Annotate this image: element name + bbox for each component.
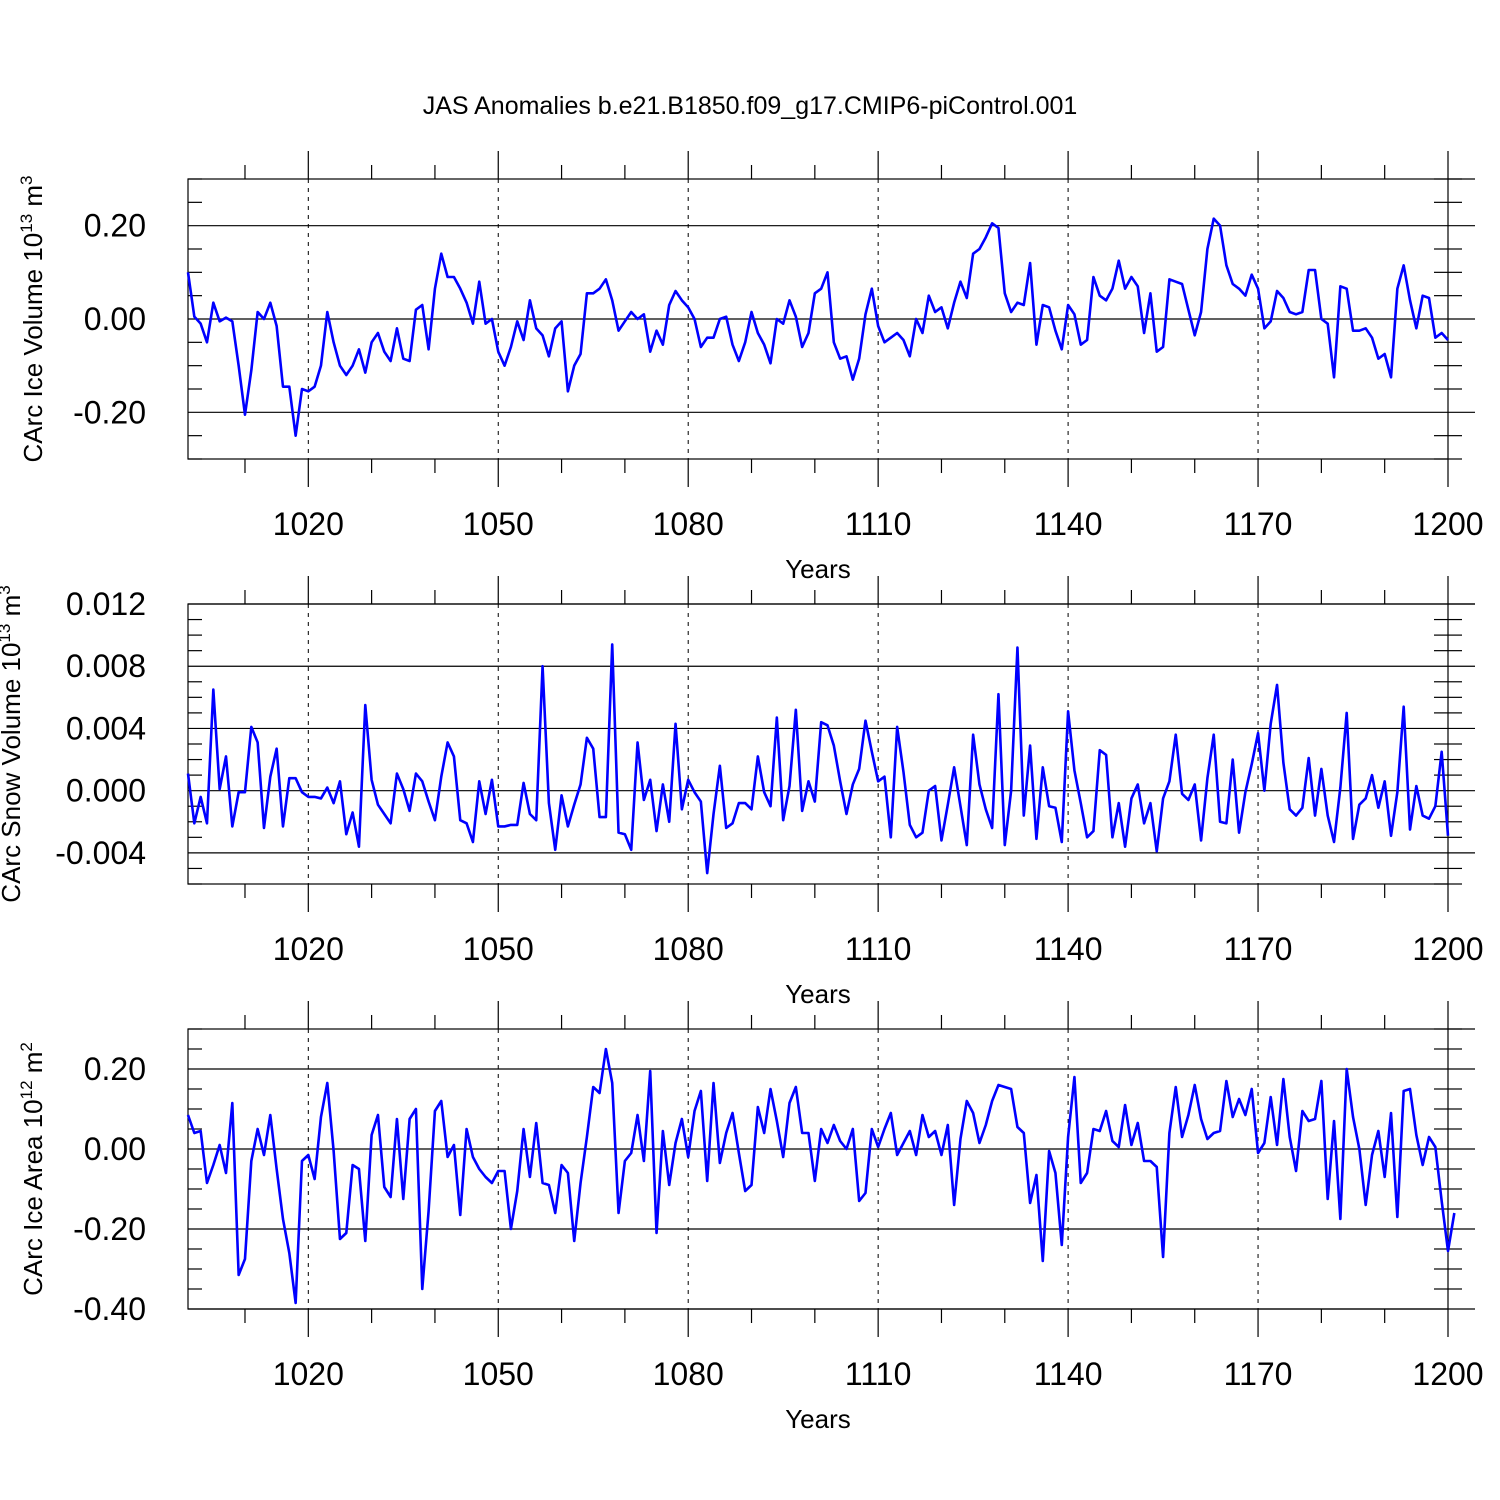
y-axis-label: CArc Snow Volume 1013 m3 bbox=[0, 585, 26, 902]
y-tick-label: 0.20 bbox=[84, 1051, 146, 1087]
y-tick-label: 0.012 bbox=[66, 586, 146, 622]
x-tick-label: 1200 bbox=[1412, 931, 1483, 967]
x-tick-label: 1170 bbox=[1224, 1356, 1293, 1392]
panel-ice-area: -0.40 -0.20 0.00 0.20 1020 1050 1080 1110 1140 11… bbox=[17, 1001, 1484, 1434]
x-tick-label: 1080 bbox=[653, 1356, 724, 1392]
plot-frame bbox=[187, 1028, 1449, 1310]
x-tick-label: 1200 bbox=[1412, 506, 1483, 542]
x-tick-label: 1170 bbox=[1224, 506, 1293, 542]
series-line-ice-area bbox=[186, 1047, 1456, 1305]
y-axis-label: CArc Ice Area 1012 m2 bbox=[17, 1042, 48, 1296]
x-axis-label: Years bbox=[785, 1404, 851, 1434]
x-tick-label: 1140 bbox=[1034, 931, 1103, 967]
x-tick-label: 1050 bbox=[463, 506, 534, 542]
chart-title: JAS Anomalies b.e21.B1850.f09_g17.CMIP6-… bbox=[423, 92, 1078, 120]
x-tick-label: 1020 bbox=[273, 931, 344, 967]
y-tick-label: 0.000 bbox=[66, 773, 146, 809]
y-tick-label: -0.20 bbox=[73, 1211, 146, 1247]
y-tick-label: -0.40 bbox=[73, 1291, 146, 1327]
x-tick-label: 1140 bbox=[1034, 506, 1103, 542]
panels: -0.20 0.00 0.20 1020 1050 1080 1110 1140 1170 120… bbox=[0, 151, 1484, 1434]
panel-ice-volume: -0.20 0.00 0.20 1020 1050 1080 1110 1140 1170 120… bbox=[17, 151, 1484, 584]
x-tick-label: 1200 bbox=[1412, 1356, 1483, 1392]
y-tick-label: -0.004 bbox=[55, 835, 146, 871]
y-tick-label: 0.004 bbox=[66, 710, 146, 746]
x-tick-label: 1170 bbox=[1224, 931, 1293, 967]
series-line-ice-volume bbox=[186, 217, 1449, 437]
x-tick-label: 1020 bbox=[273, 506, 344, 542]
x-tick-label: 1080 bbox=[653, 931, 724, 967]
x-tick-label: 1110 bbox=[845, 506, 911, 542]
x-axis-label: Years bbox=[785, 554, 851, 584]
x-axis-label: Years bbox=[785, 979, 851, 1009]
y-tick-label: 0.008 bbox=[66, 648, 146, 684]
panel-snow-volume: -0.004 0.000 0.004 0.008 0.012 1020 1050 1080 11… bbox=[0, 576, 1484, 1009]
y-axis-label: CArc Ice Volume 1013 m3 bbox=[17, 175, 48, 462]
x-tick-label: 1050 bbox=[463, 931, 534, 967]
series-line-snow-volume bbox=[186, 643, 1450, 875]
x-tick-label: 1140 bbox=[1034, 1356, 1103, 1392]
x-tick-label: 1110 bbox=[845, 1356, 911, 1392]
y-tick-label: 0.00 bbox=[84, 1131, 146, 1167]
x-tick-label: 1080 bbox=[653, 506, 724, 542]
y-tick-label: 0.20 bbox=[84, 208, 146, 244]
x-tick-label: 1110 bbox=[845, 931, 911, 967]
x-tick-label: 1050 bbox=[463, 1356, 534, 1392]
x-tick-label: 1020 bbox=[273, 1356, 344, 1392]
y-tick-label: -0.20 bbox=[73, 394, 146, 430]
y-tick-label: 0.00 bbox=[84, 301, 146, 337]
